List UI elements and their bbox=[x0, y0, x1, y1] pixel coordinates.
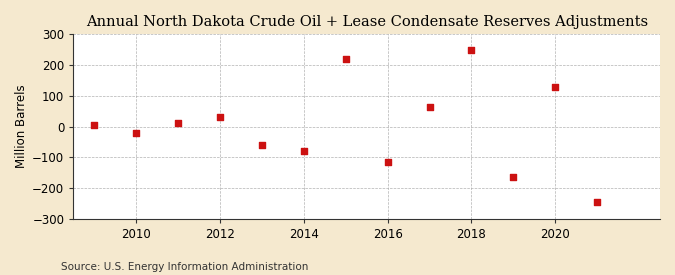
Point bbox=[131, 130, 142, 135]
Point bbox=[340, 57, 351, 61]
Point bbox=[424, 104, 435, 109]
Point bbox=[89, 123, 100, 127]
Point bbox=[173, 121, 184, 126]
Point bbox=[592, 200, 603, 204]
Point bbox=[550, 84, 561, 89]
Title: Annual North Dakota Crude Oil + Lease Condensate Reserves Adjustments: Annual North Dakota Crude Oil + Lease Co… bbox=[86, 15, 648, 29]
Point bbox=[382, 160, 393, 164]
Point bbox=[508, 175, 518, 179]
Y-axis label: Million Barrels: Million Barrels bbox=[15, 85, 28, 168]
Point bbox=[256, 143, 267, 147]
Text: Source: U.S. Energy Information Administration: Source: U.S. Energy Information Administ… bbox=[61, 262, 308, 272]
Point bbox=[298, 149, 309, 153]
Point bbox=[215, 115, 225, 120]
Point bbox=[466, 48, 477, 52]
